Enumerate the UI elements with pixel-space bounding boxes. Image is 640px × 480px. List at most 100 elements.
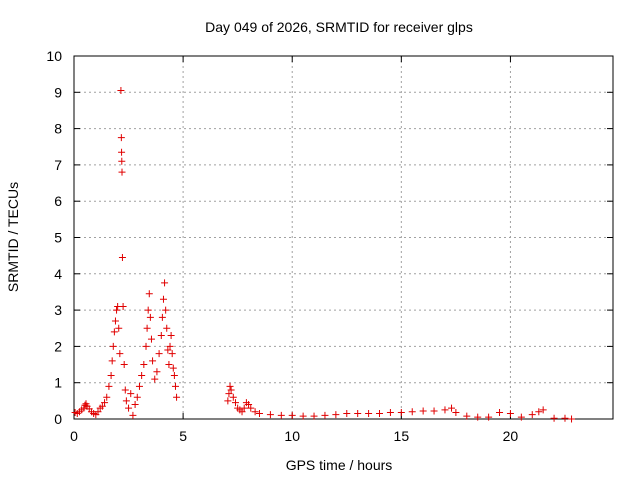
data-point [408, 408, 416, 416]
data-point [376, 410, 384, 418]
data-point [117, 86, 125, 94]
y-tick-label: 1 [54, 375, 62, 391]
data-point [224, 397, 232, 405]
y-tick-label: 6 [54, 193, 62, 209]
data-point [288, 411, 296, 419]
data-point [343, 410, 351, 418]
data-point [550, 414, 558, 422]
data-point [138, 371, 146, 379]
data-point [131, 400, 139, 408]
grid-lines [74, 56, 613, 419]
data-point [452, 408, 460, 416]
y-tick-label: 5 [54, 230, 62, 246]
data-point [496, 408, 504, 416]
data-point [535, 408, 543, 416]
data-point [166, 342, 174, 350]
data-point [145, 290, 153, 298]
data-point [80, 404, 88, 412]
data-point [165, 361, 173, 369]
data-point [116, 350, 124, 358]
data-point [430, 407, 438, 415]
data-point [157, 332, 165, 340]
y-tick-label: 4 [54, 266, 62, 282]
data-point [255, 410, 263, 418]
x-tick-label: 20 [503, 428, 519, 444]
data-point [140, 361, 148, 369]
y-tick-label: 9 [54, 84, 62, 100]
data-point [127, 390, 135, 398]
y-tick-label: 8 [54, 121, 62, 137]
data-point [225, 390, 233, 398]
data-point [299, 412, 307, 420]
data-point [113, 306, 121, 314]
data-point [163, 324, 171, 332]
data-point [245, 400, 253, 408]
y-tick-label: 2 [54, 338, 62, 354]
data-point [161, 279, 169, 287]
data-point [110, 328, 118, 336]
data-point [251, 408, 259, 416]
data-point [517, 413, 525, 421]
data-point [98, 402, 106, 410]
data-point [135, 382, 143, 390]
data-point [122, 397, 130, 405]
chart-title: Day 049 of 2026, SRMTID for receiver glp… [205, 19, 473, 35]
data-point [474, 413, 482, 421]
data-point [240, 404, 248, 412]
data-point [171, 382, 179, 390]
data-point [266, 411, 274, 419]
data-point [133, 393, 141, 401]
x-axis-title: GPS time / hours [286, 457, 393, 473]
data-point [506, 410, 514, 418]
data-point [463, 412, 471, 420]
data-point [397, 408, 405, 416]
data-point [162, 306, 170, 314]
data-point [332, 411, 340, 419]
data-point [448, 404, 456, 412]
data-point [129, 411, 137, 419]
data-point [277, 411, 285, 419]
y-axis-title: SRMTID / TECUs [5, 182, 21, 292]
data-point [118, 148, 126, 156]
data-point [539, 406, 547, 414]
data-point [227, 386, 235, 394]
data-point [103, 393, 111, 401]
data-point [155, 350, 163, 358]
data-point [142, 342, 150, 350]
data-point [144, 306, 152, 314]
data-point [169, 364, 177, 372]
data-point [441, 406, 449, 414]
data-point [321, 411, 329, 419]
data-point [118, 157, 126, 165]
data-point [528, 411, 536, 419]
y-tick-label: 10 [46, 48, 62, 64]
data-point [120, 361, 128, 369]
x-tick-label: 15 [394, 428, 410, 444]
data-point [229, 393, 237, 401]
data-point [143, 324, 151, 332]
data-point [310, 412, 318, 420]
data-point [117, 134, 125, 142]
data-point [101, 399, 109, 407]
data-point [118, 168, 126, 176]
data-point [238, 408, 246, 416]
data-point [109, 342, 117, 350]
data-point [119, 302, 127, 310]
data-point [164, 346, 172, 354]
data-point [386, 408, 394, 416]
data-point [125, 404, 133, 412]
y-tick-label: 7 [54, 157, 62, 173]
data-point [146, 313, 154, 321]
data-point [170, 371, 178, 379]
data-point [173, 393, 181, 401]
data-series-srmtid [71, 86, 576, 423]
data-point [107, 371, 115, 379]
data-point [561, 414, 569, 422]
data-point [365, 410, 373, 418]
data-point [118, 253, 126, 261]
data-point [108, 357, 116, 365]
x-tick-label: 5 [179, 428, 187, 444]
data-point [94, 408, 102, 416]
data-point [168, 350, 176, 358]
